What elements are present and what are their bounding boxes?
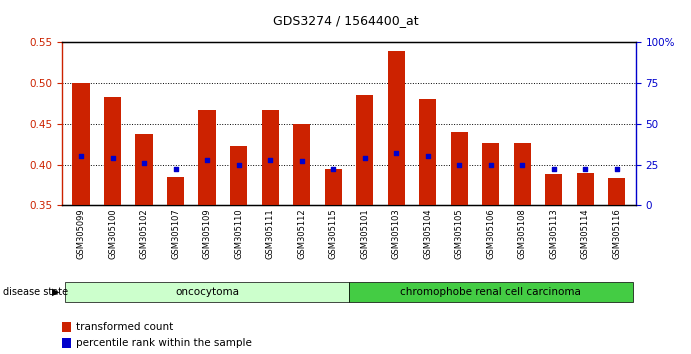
Bar xyxy=(388,51,405,205)
Bar xyxy=(325,169,342,205)
Point xyxy=(359,155,370,161)
Point xyxy=(548,167,559,172)
Text: transformed count: transformed count xyxy=(76,322,173,332)
Point xyxy=(107,155,118,161)
Bar xyxy=(451,132,468,205)
Text: oncocytoma: oncocytoma xyxy=(175,287,239,297)
Bar xyxy=(419,99,437,205)
Bar xyxy=(261,110,279,205)
Bar xyxy=(104,97,122,205)
Point xyxy=(296,159,307,164)
Point xyxy=(265,157,276,162)
Bar xyxy=(230,146,247,205)
Bar xyxy=(73,83,90,205)
Point xyxy=(580,167,591,172)
Bar xyxy=(608,178,625,205)
Point xyxy=(612,167,623,172)
Bar xyxy=(545,175,562,205)
Text: chromophobe renal cell carcinoma: chromophobe renal cell carcinoma xyxy=(400,287,581,297)
Text: GDS3274 / 1564400_at: GDS3274 / 1564400_at xyxy=(273,14,418,27)
Point xyxy=(202,157,213,162)
Bar xyxy=(576,173,594,205)
Point xyxy=(75,154,86,159)
Point xyxy=(390,150,401,156)
Bar xyxy=(135,134,153,205)
Text: percentile rank within the sample: percentile rank within the sample xyxy=(76,338,252,348)
Bar xyxy=(293,124,310,205)
Point xyxy=(485,162,496,167)
Point xyxy=(170,167,181,172)
Point xyxy=(517,162,528,167)
Point xyxy=(328,167,339,172)
Point xyxy=(233,162,244,167)
Bar xyxy=(167,177,184,205)
Bar xyxy=(198,110,216,205)
Text: ▶: ▶ xyxy=(52,287,59,297)
Point xyxy=(422,154,433,159)
Point xyxy=(139,160,150,166)
Bar xyxy=(482,143,500,205)
Point xyxy=(454,162,465,167)
Text: disease state: disease state xyxy=(3,287,68,297)
Bar xyxy=(513,143,531,205)
Bar xyxy=(356,96,373,205)
